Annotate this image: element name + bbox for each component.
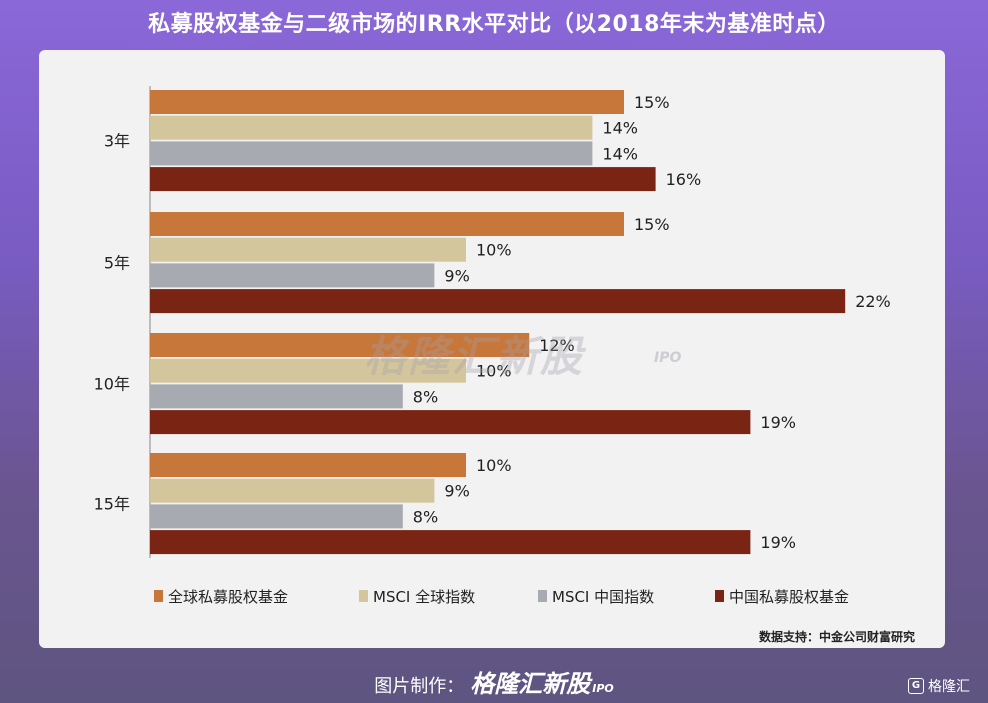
logo-text: 格隆汇 — [928, 679, 970, 695]
bar — [150, 478, 435, 503]
bar — [150, 263, 435, 288]
data-label: 10% — [476, 362, 512, 381]
data-label: 8% — [413, 507, 438, 526]
legend-swatch — [154, 590, 163, 602]
data-label: 9% — [444, 266, 469, 285]
bar — [150, 90, 624, 114]
legend-entry: 全球私募股权基金 — [168, 588, 288, 606]
legend-swatch — [359, 590, 368, 602]
footer-brand: 格隆汇新股 — [470, 670, 591, 698]
category-label: 3年 — [104, 132, 130, 151]
category-label: 15年 — [94, 495, 130, 514]
data-label: 14% — [602, 144, 638, 163]
bar — [150, 504, 403, 529]
data-label: 19% — [760, 533, 796, 552]
bar — [150, 384, 403, 409]
logo-icon: G — [908, 678, 924, 694]
data-label: 19% — [760, 413, 796, 432]
bar — [150, 410, 751, 435]
data-label: 12% — [539, 336, 575, 355]
bar — [150, 212, 624, 236]
data-label: 14% — [602, 119, 638, 138]
watermark-ipo: IPO — [654, 350, 682, 366]
legend-swatch — [715, 590, 724, 602]
bar — [150, 333, 530, 357]
data-label: 9% — [444, 482, 469, 501]
data-label: 15% — [634, 215, 670, 234]
data-label: 8% — [413, 387, 438, 406]
bar — [150, 141, 593, 166]
bar — [150, 453, 466, 477]
bar — [150, 530, 751, 555]
chart-title: 私募股权基金与二级市场的IRR水平对比（以2018年末为基准时点） — [148, 12, 840, 37]
data-label: 10% — [476, 456, 512, 475]
bar — [150, 167, 656, 192]
data-source: 数据支持：中金公司财富研究 — [758, 630, 915, 644]
data-label: 10% — [476, 241, 512, 260]
legend-entry: MSCI 中国指数 — [552, 588, 654, 606]
chart-panel: 3年 15% 14% 14% 16% 5年 15% 10% 9% 22% 10年 12% 10% 8% 19… — [39, 50, 945, 648]
footer-ipo: IPO — [592, 682, 614, 695]
corner-logo: G 格隆汇 — [908, 676, 970, 696]
bar — [150, 115, 593, 140]
footer-label: 图片制作： — [374, 676, 465, 697]
footer: 图片制作： 格隆汇新股 IPO — [0, 664, 988, 699]
data-label: 16% — [666, 170, 702, 189]
legend-entry: 中国私募股权基金 — [729, 588, 849, 606]
bar — [150, 237, 466, 262]
data-label: 15% — [634, 93, 670, 112]
bar — [150, 358, 466, 383]
watermark-text: 格隆汇新股 — [364, 332, 585, 381]
legend-entry: MSCI 全球指数 — [373, 588, 475, 606]
legend-swatch — [538, 590, 547, 602]
category-label: 10年 — [94, 375, 130, 394]
bar-chart: 3年 15% 14% 14% 16% 5年 15% 10% 9% 22% 10年 12% 10% 8% 19… — [94, 86, 891, 606]
bar — [150, 289, 846, 314]
data-label: 22% — [855, 292, 891, 311]
category-label: 5年 — [104, 254, 130, 273]
